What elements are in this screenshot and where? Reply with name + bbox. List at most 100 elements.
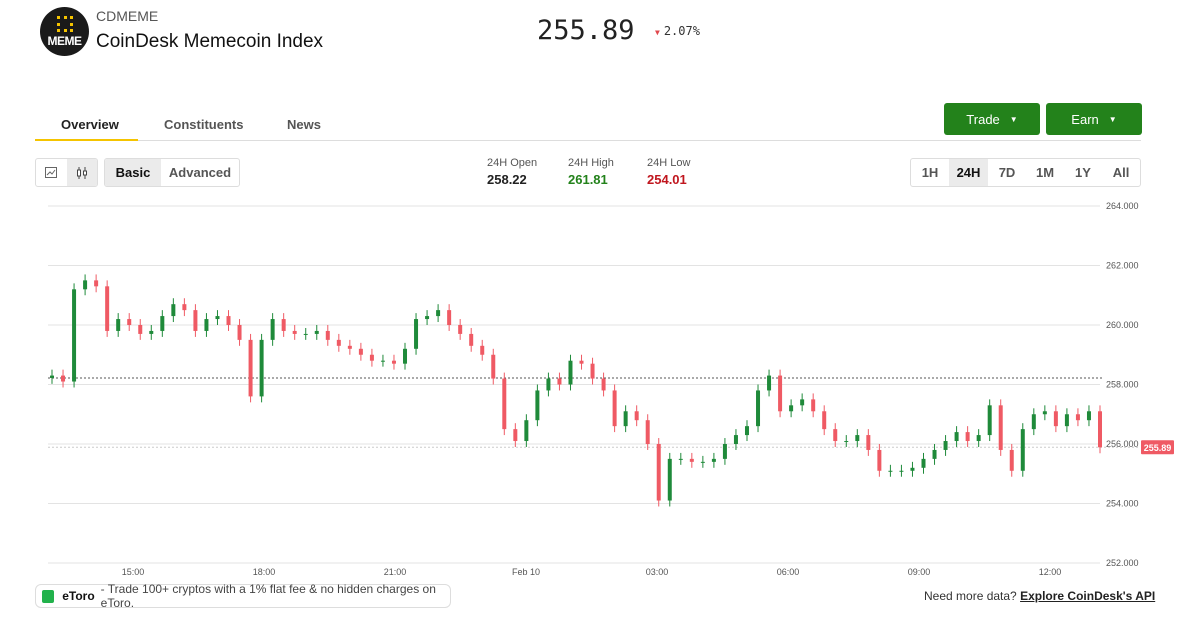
range-24h[interactable]: 24H	[949, 159, 988, 186]
candle-body	[667, 458, 672, 501]
candle-body	[921, 458, 926, 468]
candle-body	[1064, 414, 1069, 427]
candle-body	[138, 325, 143, 334]
candle-body	[590, 363, 595, 379]
candle-body	[237, 325, 242, 340]
candle-body	[369, 354, 374, 361]
x-tick-label: 06:00	[777, 567, 800, 577]
caret-down-icon: ▼	[1009, 114, 1018, 124]
candle-body	[358, 348, 363, 355]
candle-body	[292, 330, 297, 334]
index-logo: MEME	[40, 7, 89, 56]
candle-body	[325, 330, 330, 340]
candle-body	[623, 411, 628, 427]
candle-body	[645, 420, 650, 444]
candle-body	[756, 390, 761, 427]
earn-button[interactable]: Earn ▼	[1046, 103, 1142, 135]
candle-body	[160, 316, 165, 331]
candle-body	[744, 426, 749, 436]
range-1h[interactable]: 1H	[921, 165, 939, 180]
range-1m[interactable]: 1M	[1035, 165, 1055, 180]
stat-24h-open: 24H Open 258.22	[487, 157, 538, 187]
x-tick-label: 12:00	[1039, 567, 1062, 577]
candle-body	[546, 378, 551, 391]
x-tick-label: Feb 10	[512, 567, 540, 577]
candle-body	[932, 449, 937, 459]
candle-body	[866, 435, 871, 450]
candle-body	[954, 432, 959, 442]
candle-body	[502, 378, 507, 430]
candle-body	[149, 330, 154, 334]
candle-body	[579, 360, 584, 364]
candle-body	[193, 310, 198, 331]
y-tick-label: 264.000	[1106, 201, 1139, 211]
basic-mode-button[interactable]: Basic	[105, 159, 161, 186]
candle-body	[943, 441, 948, 450]
candle-body	[215, 316, 220, 320]
candle-body	[513, 429, 518, 442]
candle-body	[535, 390, 540, 421]
candle-body	[226, 316, 231, 325]
tab-constituents[interactable]: Constituents	[164, 117, 244, 132]
tab-overview[interactable]: Overview	[61, 117, 119, 132]
range-all[interactable]: All	[1112, 165, 1130, 180]
candle-body	[281, 319, 286, 331]
y-tick-label: 256.000	[1106, 439, 1139, 449]
tab-news[interactable]: News	[287, 117, 321, 132]
candle-body	[1086, 411, 1091, 421]
candle-body	[656, 444, 661, 501]
y-tick-label: 260.000	[1106, 320, 1139, 330]
candle-body	[1053, 411, 1058, 427]
candle-body	[877, 449, 882, 471]
candle-body	[1098, 411, 1102, 448]
candle-body	[855, 435, 860, 442]
line-chart-button[interactable]	[36, 159, 67, 186]
last-price-label: 255.89	[1144, 443, 1172, 453]
index-name: CoinDesk Memecoin Index	[96, 31, 324, 52]
candle-body	[733, 435, 738, 444]
candle-body	[965, 432, 970, 442]
candle-body	[480, 345, 485, 355]
candle-body	[899, 470, 904, 472]
candle-body	[557, 378, 562, 385]
candle-body	[711, 458, 716, 462]
candle-body	[50, 375, 54, 378]
range-7d[interactable]: 7D	[998, 165, 1016, 180]
explore-api-link[interactable]: Explore CoinDesk's API	[1020, 589, 1156, 603]
candle-body	[1020, 429, 1025, 471]
candle-body	[888, 470, 893, 472]
candle-body	[976, 435, 981, 442]
tab-bar: Overview Constituents News	[35, 108, 1141, 141]
candle-body	[391, 360, 396, 364]
candle-body	[524, 420, 529, 442]
candle-body	[601, 378, 606, 391]
candle-body	[612, 390, 617, 427]
candle-body	[469, 333, 474, 346]
candle-body	[347, 345, 352, 349]
candle-body	[116, 319, 121, 331]
x-tick-label: 03:00	[646, 567, 669, 577]
y-tick-label: 254.000	[1106, 499, 1139, 509]
x-tick-label: 09:00	[908, 567, 931, 577]
api-promo: Need more data? Explore CoinDesk's API	[924, 589, 1156, 603]
candle-body	[700, 461, 705, 463]
advanced-mode-button[interactable]: Advanced	[168, 165, 232, 180]
candlestick-button[interactable]	[66, 159, 97, 186]
line-chart-icon	[45, 167, 58, 178]
mode-toggle: Basic Advanced	[104, 158, 240, 187]
y-tick-label: 262.000	[1106, 261, 1139, 271]
candle-body	[447, 310, 452, 325]
candle-body	[270, 319, 275, 340]
trade-button[interactable]: Trade ▼	[944, 103, 1040, 135]
ticker-symbol: CDMEME	[96, 8, 159, 24]
down-triangle-icon: ▼	[655, 28, 660, 37]
range-1y[interactable]: 1Y	[1075, 165, 1091, 180]
price-chart[interactable]: 264.000 262.000 260.000 258.000 256.000 254.0…	[0, 195, 1186, 585]
candle-body	[303, 333, 308, 335]
candle-body	[678, 458, 683, 460]
x-tick-label: 15:00	[122, 567, 145, 577]
caret-down-icon: ▼	[1108, 114, 1117, 124]
etoro-ad[interactable]: eToro - Trade 100+ cryptos with a 1% flat…	[35, 582, 451, 610]
chart-type-toggle	[35, 158, 98, 187]
candle-body	[72, 289, 77, 382]
